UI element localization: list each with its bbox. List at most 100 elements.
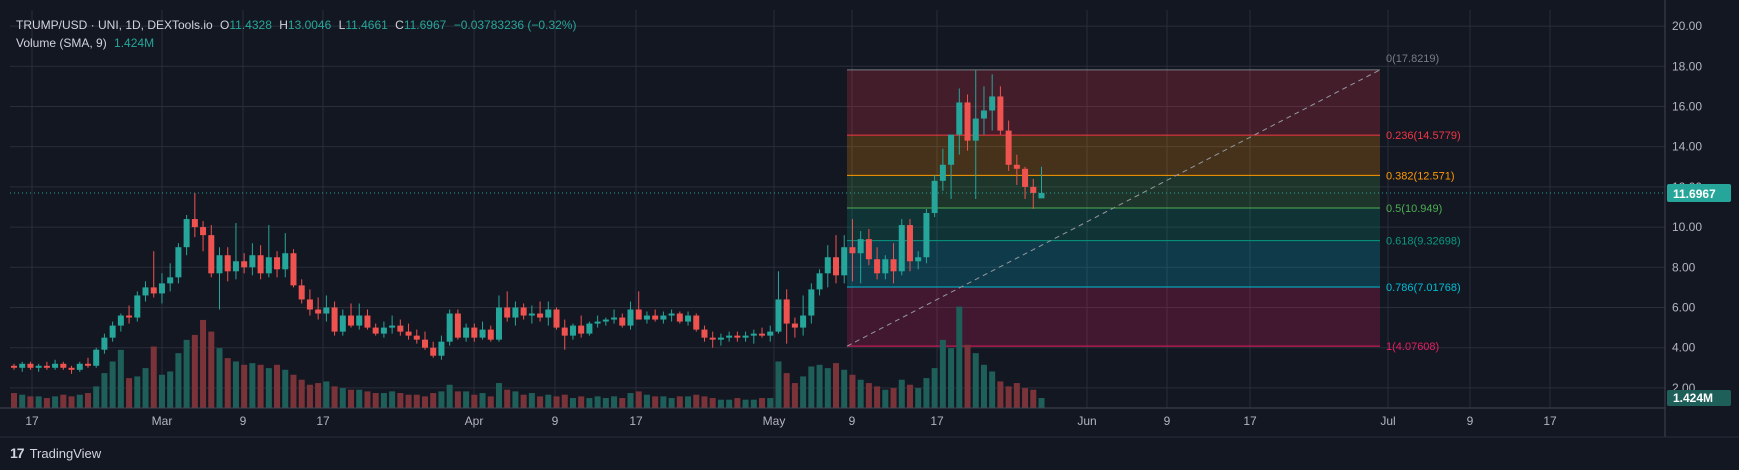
candle-body xyxy=(520,307,527,316)
candle-body xyxy=(348,315,355,326)
volume-bar xyxy=(68,396,75,408)
volume-bar xyxy=(364,391,371,408)
candle-body xyxy=(824,257,831,274)
candle-body xyxy=(898,225,905,272)
candle-body xyxy=(906,225,913,262)
volume-bar xyxy=(906,384,913,408)
candle-body xyxy=(693,315,700,330)
time-tick-label: Mar xyxy=(152,414,173,428)
volume-bar xyxy=(693,394,700,408)
volume-bar xyxy=(734,398,741,408)
volume-bar xyxy=(594,396,601,408)
symbol-title[interactable]: TRUMP/USD · UNI, 1D, DEXTools.io xyxy=(16,18,213,32)
volume-bar xyxy=(60,394,67,408)
candle-body xyxy=(857,239,864,254)
candle-body xyxy=(676,313,683,322)
price-tick-label: 14.00 xyxy=(1672,140,1702,154)
time-tick-label: 9 xyxy=(240,414,247,428)
volume-bar xyxy=(808,366,815,408)
tradingview-branding[interactable]: 17 TradingView xyxy=(10,445,101,461)
candle-body xyxy=(405,331,412,336)
volume-bar xyxy=(701,396,708,408)
candle-body xyxy=(783,299,790,324)
candle-body xyxy=(471,327,478,338)
volume-bar xyxy=(471,394,478,408)
volume-indicator-label[interactable]: Volume (SMA, 9) xyxy=(16,36,107,50)
fib-level-label: 0.236(14.5779) xyxy=(1386,130,1461,142)
candle-body xyxy=(989,96,996,111)
volume-bar xyxy=(890,388,897,408)
last-price-label: 11.6967 xyxy=(1673,187,1716,201)
volume-bar xyxy=(290,374,297,408)
candle-body xyxy=(528,313,535,316)
volume-bar xyxy=(1030,389,1037,408)
candle-body xyxy=(1022,168,1029,187)
volume-bar xyxy=(389,391,396,408)
candle-body xyxy=(422,339,428,348)
volume-bar xyxy=(660,396,667,408)
volume-bar xyxy=(619,398,626,408)
candle-body xyxy=(627,309,634,326)
volume-bar xyxy=(824,368,831,408)
volume-bar xyxy=(611,396,618,408)
candle-body xyxy=(290,253,297,286)
candle-body xyxy=(800,315,807,328)
volume-badge-label: 1.424M xyxy=(1673,391,1713,405)
volume-bar xyxy=(627,393,634,408)
last-price-badge xyxy=(1667,183,1731,202)
candle-body xyxy=(52,363,59,368)
volume-bar xyxy=(19,394,26,408)
candle-body xyxy=(315,309,322,314)
candle-body xyxy=(84,363,91,366)
tradingview-name: TradingView xyxy=(29,445,102,461)
candle-body xyxy=(972,118,979,141)
candle-body xyxy=(561,327,568,336)
candle-body xyxy=(611,317,618,320)
candle-body xyxy=(323,307,330,314)
candle-body xyxy=(512,307,519,318)
fib-level-label: 0.5(10.949) xyxy=(1386,203,1442,215)
candle-body xyxy=(701,329,708,338)
volume-bar xyxy=(438,391,445,408)
candle-body xyxy=(158,283,165,294)
fib-band xyxy=(847,135,1380,176)
candle-body xyxy=(68,367,75,370)
volume-bar xyxy=(537,396,544,408)
candle-body xyxy=(586,323,593,334)
candle-body xyxy=(479,329,486,338)
candle-body xyxy=(150,287,157,294)
volume-bar xyxy=(224,358,231,408)
candle-body xyxy=(964,102,971,141)
candle-body xyxy=(274,257,281,270)
volume-bar xyxy=(989,371,996,408)
volume-bar xyxy=(339,388,346,408)
candle-body xyxy=(635,309,642,320)
volume-bar xyxy=(413,394,420,408)
candle-body xyxy=(364,315,371,328)
volume-bar xyxy=(1013,383,1020,408)
volume-bar xyxy=(857,379,864,408)
volume-bar xyxy=(232,361,239,408)
candle-body xyxy=(841,247,848,276)
fib-trend-line[interactable] xyxy=(846,69,1381,347)
candle-body xyxy=(767,331,774,336)
time-tick-label: 17 xyxy=(25,414,39,428)
candle-body xyxy=(413,335,420,340)
candle-body xyxy=(35,365,42,368)
fib-level-label: 0(17.8219) xyxy=(1386,53,1439,65)
volume-bar xyxy=(348,389,355,408)
volume-bar xyxy=(241,364,248,408)
volume-bar xyxy=(652,396,659,408)
candle-body xyxy=(890,259,897,272)
volume-bar xyxy=(956,306,963,408)
candle-body xyxy=(923,213,930,258)
volume-bar xyxy=(635,391,642,408)
volume-bar xyxy=(183,339,190,408)
volume-bar xyxy=(282,369,289,408)
candle-body xyxy=(504,307,511,318)
volume-bar xyxy=(726,399,733,408)
volume-bar xyxy=(487,396,494,408)
volume-bar xyxy=(191,334,198,408)
